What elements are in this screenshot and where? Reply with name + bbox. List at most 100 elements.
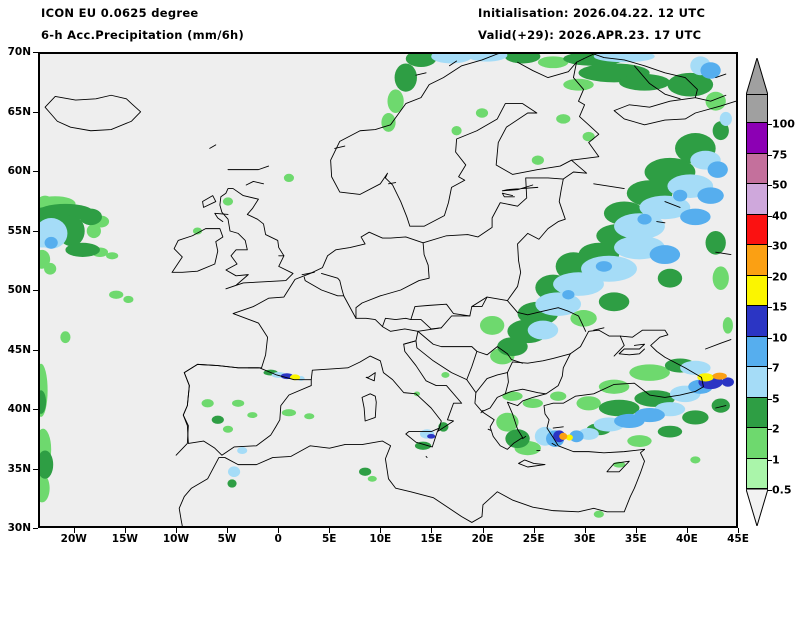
- precip-cell: [40, 390, 47, 414]
- precip-cell: [712, 372, 727, 380]
- colorbar-band: [747, 214, 767, 246]
- x-axis-tick: [686, 528, 688, 533]
- x-axis-label: 35E: [624, 533, 647, 545]
- precip-cell: [629, 364, 670, 381]
- colorbar-label: 10: [772, 331, 788, 345]
- precip-cell: [565, 434, 573, 441]
- precip-cell: [227, 466, 241, 478]
- colorbar-label: 0.5: [772, 483, 792, 497]
- colorbar-band: [747, 123, 767, 154]
- precip-cell: [712, 266, 729, 290]
- precip-cell: [582, 131, 595, 142]
- precip-cell: [359, 467, 372, 476]
- precip-cell: [280, 373, 293, 380]
- precip-cell: [673, 189, 688, 202]
- x-axis-label: 45E: [727, 533, 749, 545]
- precip-cell: [502, 391, 523, 401]
- x-axis-tick: [431, 528, 433, 533]
- y-axis-label: 65N: [7, 105, 31, 118]
- coastline-layer: [44, 54, 736, 526]
- coastline-path: [618, 343, 645, 356]
- model-title: ICON EU 0.0625 degree: [41, 6, 199, 20]
- precip-cell: [619, 74, 670, 91]
- precip-cell: [44, 262, 57, 275]
- precip-cell: [627, 435, 652, 447]
- precip-cell: [559, 432, 568, 440]
- precip-cell: [496, 412, 519, 432]
- coastline-path: [410, 303, 471, 320]
- coastline-path: [171, 228, 224, 273]
- precip-cell: [722, 317, 733, 334]
- colorbar-tick: [768, 398, 772, 400]
- coastline-path: [310, 355, 442, 429]
- field-title: 6-h Acc.Precipitation (mm/6h): [41, 28, 245, 42]
- colorbar-label: 75: [772, 148, 788, 162]
- coastline-path: [202, 195, 217, 208]
- colorbar-over-arrow: [746, 58, 768, 95]
- x-axis-tick: [329, 528, 331, 533]
- precip-cell: [562, 290, 575, 300]
- colorbar-label: 20: [772, 270, 788, 284]
- precip-cell: [576, 396, 601, 411]
- x-axis-tick: [175, 528, 177, 533]
- colorbar-tick: [768, 215, 772, 217]
- precip-cell: [86, 223, 101, 239]
- x-axis-label: 40E: [675, 533, 698, 545]
- precip-cell: [700, 62, 721, 79]
- precip-cell: [569, 430, 584, 443]
- precip-cell: [712, 121, 729, 141]
- precip-cell: [427, 433, 436, 439]
- colorbar-band: [747, 306, 767, 337]
- precip-cell: [79, 208, 102, 226]
- coastline-path: [417, 330, 478, 381]
- colorbar-band: [747, 184, 767, 215]
- precip-cell: [381, 113, 396, 132]
- colorbar-label: 30: [772, 239, 788, 253]
- x-axis-label: 25E: [522, 533, 545, 545]
- coastline-path: [403, 329, 704, 454]
- colorbar-tick: [768, 154, 772, 156]
- y-axis-label: 50N: [7, 284, 31, 296]
- initialisation-time: Initialisation: 2026.04.22. 12 UTC: [478, 6, 706, 20]
- coastline-path: [219, 188, 294, 290]
- x-axis-label: 10W: [162, 533, 190, 545]
- precip-cell: [475, 108, 489, 118]
- colorbar-band: [747, 275, 767, 307]
- precip-cell: [479, 315, 505, 335]
- precip-cell: [522, 398, 543, 408]
- coastline-path: [303, 276, 357, 319]
- y-axis-tick: [33, 52, 38, 53]
- colorbar-tick: [768, 459, 772, 461]
- coastline-path: [593, 327, 605, 331]
- coastline-path: [178, 444, 346, 526]
- precip-cell: [451, 125, 462, 136]
- coastline-path: [501, 184, 539, 192]
- precip-cell: [578, 428, 599, 440]
- coastline-path: [517, 58, 585, 79]
- coastline-path: [487, 428, 492, 431]
- colorbar-tick: [768, 276, 772, 278]
- precip-cell: [60, 331, 71, 344]
- colorbar-band: [747, 428, 767, 459]
- colorbar-band: [747, 397, 767, 429]
- coastline-path: [361, 393, 377, 422]
- precip-cell: [563, 78, 594, 91]
- colorbar-band: [747, 153, 767, 185]
- precip-cell: [505, 429, 530, 449]
- x-axis-tick: [635, 528, 637, 533]
- precip-cell: [682, 410, 709, 425]
- coastline-path: [321, 272, 345, 297]
- x-axis-label: 30E: [573, 533, 596, 545]
- precip-cell: [237, 446, 248, 455]
- valid-time: Valid(+29): 2026.APR.23. 17 UTC: [478, 28, 702, 42]
- x-axis-label: 0: [274, 533, 282, 545]
- precip-cell: [537, 56, 569, 69]
- colorbar-label: 1: [772, 453, 780, 467]
- coastline-path: [471, 296, 488, 308]
- colorbar-band: [747, 367, 767, 398]
- colorbar-label: 2: [772, 422, 780, 436]
- y-axis-tick: [33, 111, 38, 113]
- precip-cell: [281, 409, 297, 417]
- precip-cell: [721, 377, 734, 387]
